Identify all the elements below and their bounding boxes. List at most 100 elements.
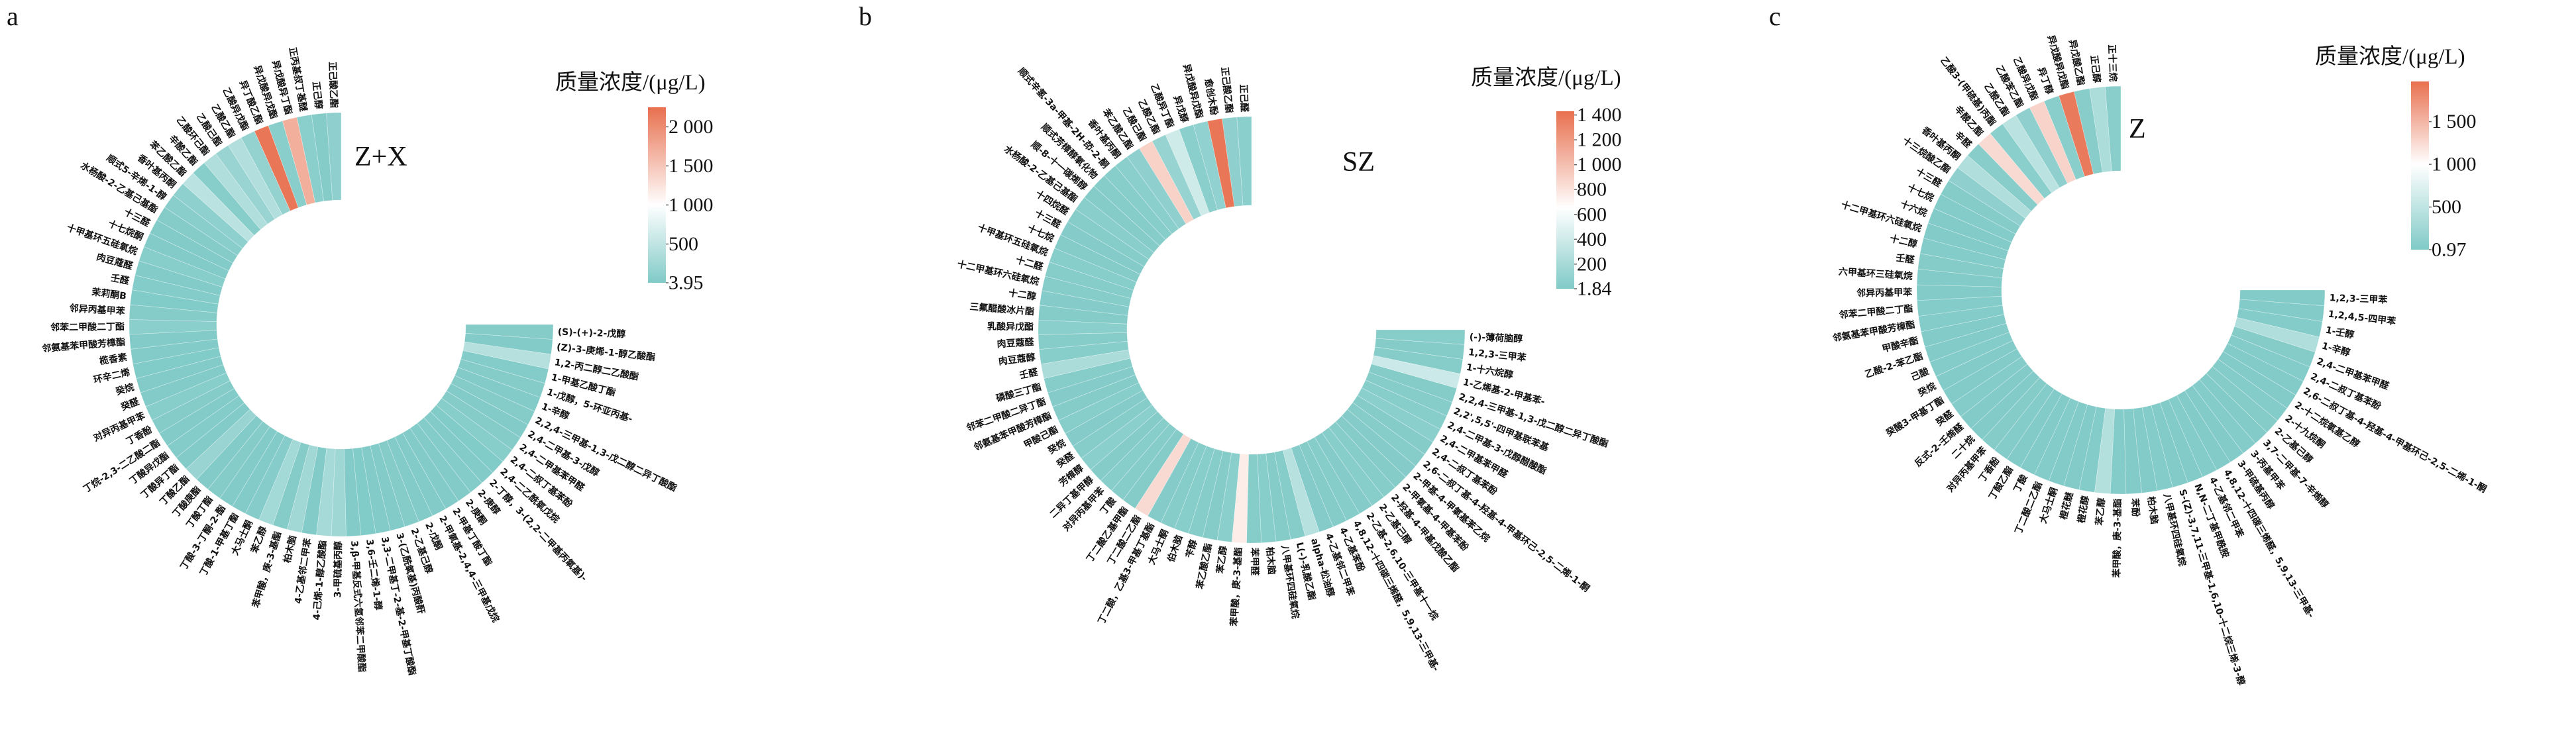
compound-label: 癸酸3-甲基丁酯 [1884,395,1946,439]
center-label: Z [2129,114,2146,144]
color-legend: 2 000 1 500 1 000 500 3.95 [648,107,714,294]
compound-label: 辛醛 [1953,129,1974,150]
compound-label: 壬醛 [1018,366,1040,381]
compound-label: 1,2,3-三甲苯 [2329,292,2388,305]
ring-segments [1916,85,2326,495]
compound-label: 榄香素 [99,352,128,367]
compound-label: 顺式辛氢-3a-甲基-2H-茚-2-酮 [1016,66,1111,171]
legend-title: 质量浓度/(μg/L) [2315,44,2465,69]
compound-label: 邻异丙基甲苯 [69,303,126,317]
compound-label: 乳酸异戊酯 [987,321,1034,332]
compound-label: 环辛二烯 [92,366,131,385]
compound-label: 茉莉酮B [91,286,127,302]
panel-b: b 正己醛正己酸乙酯愈创木酚异戊酸异戊酯异戊醇乙酸异丁酯乙酸乙酯乙酸己酯苯乙酸乙… [859,1,1622,674]
legend-tick-label: 1 000 [669,194,714,216]
compound-label: 1,2,4,5-四甲苯 [2328,308,2397,327]
compound-label: 肉豆蔻醛 [996,336,1035,350]
compound-label: 三氟醋酸冰片酯 [969,301,1035,318]
compound-label: 愈创木酚 [1203,77,1220,117]
compound-label: 3,6-壬二烯-1-醇 [364,538,384,611]
legend-tick-label: 200 [1577,253,1607,275]
legend-tick-label: 3.95 [669,272,704,294]
compound-label: 3,3-二甲基丁-2-基-2-甲基丁酸酯 [379,536,418,676]
compound-label: 十二醇 [1008,287,1037,303]
compound-label: 癸醛 [119,395,141,413]
compound-label: 异丁醇 [2035,66,2055,95]
compound-label: 十六烷 [1899,198,1929,219]
legend-tick-label: 1 200 [1577,129,1622,151]
legend-tick-label: 1 000 [1577,154,1622,175]
compound-label: 橙花醚 [2058,491,2076,521]
legend-tick-label: 1 500 [2432,111,2477,132]
compound-label: 六甲基环三硅氧烷 [1838,266,1913,282]
compound-label: 异戊酸乙酯 [2066,38,2086,86]
compound-label: 邻异丙基甲苯 [1856,287,1913,299]
compound-label: 邻苯二甲酸二丁酯 [50,321,125,333]
color-legend: 1 500 1 000 500 0.97 [2411,81,2477,261]
compound-label: 癸烷 [1915,380,1938,399]
compound-label: (S)-(+)-2-戊醇 [558,326,626,340]
legend-tick-label: 500 [669,233,698,255]
compound-label: 十二醇 [1889,233,1919,250]
legend-tick-label: 1 500 [669,155,714,177]
legend-tick-label: 800 [1577,179,1607,201]
compound-label: 正己醛 [1238,84,1250,113]
panel-letter: b [859,1,872,31]
compound-label: 正十三烷 [2106,44,2119,82]
compound-label: (-)-薄荷脑醇 [1470,331,1523,344]
compound-label: 苯乙醇 [1214,545,1229,575]
compound-label: 1-壬醇 [2325,325,2355,341]
legend-colorbar [2411,81,2429,250]
compound-label: 正己醇 [2088,54,2103,83]
legend-tick-label: 600 [1577,203,1607,225]
legend-colorbar [1556,111,1574,289]
compound-label: 十二醛 [1014,254,1045,274]
legend-tick-label: 1.84 [1577,278,1612,300]
compound-label: 1-辛醇 [2320,340,2351,358]
panel-letter: c [1769,1,1781,31]
compound-label: 异戊醇 [1171,94,1191,124]
ring-segments [1038,116,1466,544]
ring-segment [465,324,554,340]
compound-label: 橙花醇 [2076,495,2092,524]
legend-colorbar [648,107,666,283]
compound-label: 3,β-甲基反式六氢邻苯二甲酸酯 [349,540,368,673]
compound-label: 柏木脑 [1264,546,1277,575]
compound-label: 癸烷 [114,381,136,398]
compound-label: 甲酸辛酯 [1881,335,1919,355]
compound-label: 柏木脑 [2145,496,2161,525]
legend-tick-label: 0.97 [2432,239,2467,261]
compound-label: 1-十六烷醇 [1466,362,1514,381]
legend-tick-label: 2 000 [669,116,714,138]
compound-label: 苯甲醛 [1249,547,1261,576]
compound-label: 1,2,3-三甲苯 [1468,346,1527,364]
compound-label: 2-丁醇，3-(2,2-二甲基丙氧基)- [487,477,590,583]
compound-label: 苄醇 [1184,538,1200,559]
compound-label: 邻氨基苯甲酸芳樟酯 [42,336,126,354]
compound-label: 苯乙醇 [2094,497,2108,526]
compound-label: 4-己烯-1-醇乙酸酯 [311,540,329,621]
compound-label: 正己酸乙酯 [327,62,339,109]
compound-label: 苯甲酸，庚-3-基酯 [2111,499,2123,579]
compound-label: 2,6-二叔丁基-4-羟基-4-甲基环己-2,5-二烯-1-酮 [2301,385,2489,495]
compound-label: 邻苯二甲酸二丁酯 [1839,303,1913,321]
center-label: Z+X [354,142,407,172]
compound-label: 正己酸乙酯 [1219,66,1235,113]
center-label: SZ [1342,147,1375,177]
compound-label: 丁酸 [2012,472,2030,495]
compound-label: 癸醛 [1933,408,1956,428]
ring-segment [2239,289,2326,307]
compound-label: 3-甲硫基丙醇 [332,541,344,598]
panel-a: a 正己酸乙酯正己醇正丙基叔丁基醚异戊酸异丁酯异戊酸异戊酯异丁酸乙酯乙酸异戊酯乙… [7,1,714,676]
compound-label: 4,8,12-十四碳三烯醛，5,9,13-三甲基- [2222,468,2317,620]
ring-segments [129,112,554,537]
compound-label: 正己醇 [310,81,324,110]
compound-label: 己酸 [1909,366,1931,383]
compound-label: 苯甲酸，庚-3-基酯 [1228,547,1244,627]
compound-label: 苯酚 [2129,497,2141,518]
panel-c: c 正十三烷正己醇异戊酸乙酯异戊酸异戊酯异丁醇乙酸异戊酯乙酸苯乙酯乙酸乙酯乙酸3… [1769,1,2489,687]
compound-label: 壬醛 [109,272,131,287]
legend-tick-label: 400 [1577,228,1607,250]
